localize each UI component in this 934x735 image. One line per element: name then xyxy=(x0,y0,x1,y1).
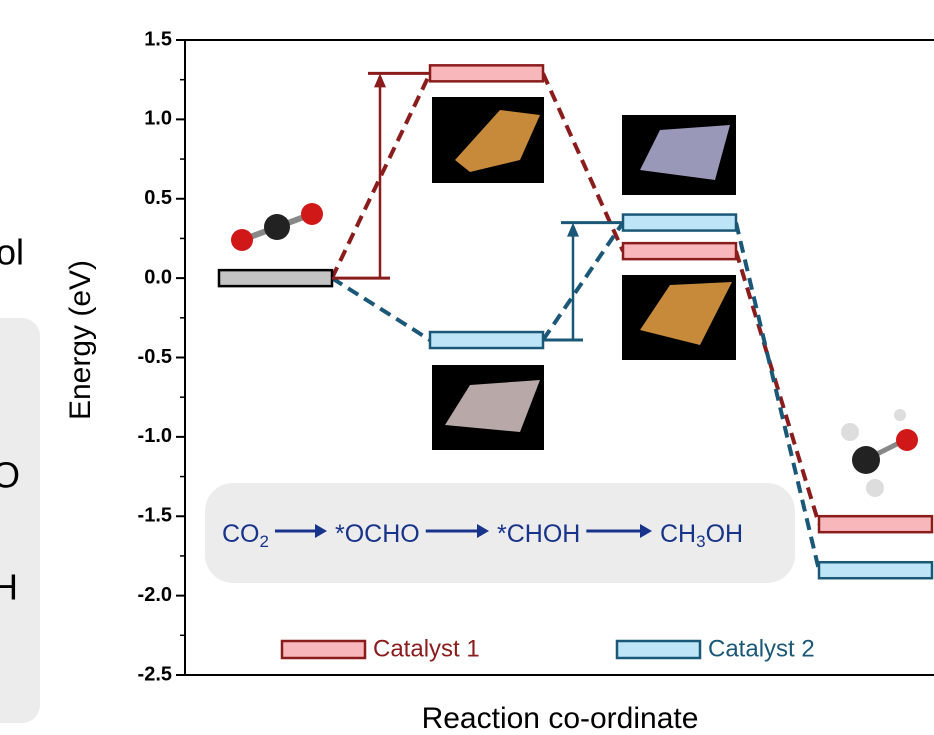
connector xyxy=(543,73,623,251)
species-text: *OCHO xyxy=(335,520,420,548)
species-text: CH xyxy=(660,520,696,548)
connector xyxy=(332,278,430,340)
pathway-species: *OCHO xyxy=(335,520,420,548)
species-text: CO xyxy=(222,520,260,548)
legend-swatch xyxy=(282,641,365,658)
energy-level xyxy=(819,516,932,532)
methanol-image xyxy=(827,400,924,505)
x-axis-label: Reaction co-ordinate xyxy=(422,702,699,735)
energy-level xyxy=(219,270,332,286)
y-tick-label: -1.5 xyxy=(138,505,172,527)
energy-level xyxy=(819,562,932,578)
chart: ol O H Energy (eV) Reaction co-ordinate … xyxy=(0,0,934,735)
y-tick-label: 1.5 xyxy=(144,28,172,50)
surface-image xyxy=(432,97,736,450)
y-tick-label: -2.5 xyxy=(138,663,172,685)
energy-level xyxy=(623,215,736,231)
side-text: H xyxy=(0,567,18,608)
species-subscript: 3 xyxy=(696,532,705,551)
species-subscript: 2 xyxy=(260,532,269,551)
y-tick-label: -0.5 xyxy=(138,346,172,368)
y-tick-label: 1.0 xyxy=(144,108,172,130)
pathway-species: *CHOH xyxy=(497,520,580,548)
legend-label: Catalyst 1 xyxy=(373,635,480,662)
arrow-head xyxy=(374,73,386,87)
arrow-head xyxy=(567,223,579,237)
y-tick-label: 0.5 xyxy=(144,187,172,209)
species-text: OH xyxy=(706,520,744,548)
species-text: *CHOH xyxy=(497,520,580,548)
legend-label: Catalyst 2 xyxy=(708,635,815,662)
side-text: ol xyxy=(0,232,24,273)
co2-image xyxy=(225,195,328,262)
y-axis-label: Energy (eV) xyxy=(64,260,97,420)
energy-level xyxy=(430,332,543,348)
y-tick-label: -1.0 xyxy=(138,425,172,447)
side-panel xyxy=(0,318,40,723)
y-tick-label: -2.0 xyxy=(138,584,172,606)
legend-swatch xyxy=(617,641,700,658)
connector xyxy=(543,223,623,340)
side-text: O xyxy=(0,455,20,496)
y-tick-label: 0.0 xyxy=(144,266,172,288)
energy-level xyxy=(623,243,736,259)
energy-level xyxy=(430,65,543,81)
